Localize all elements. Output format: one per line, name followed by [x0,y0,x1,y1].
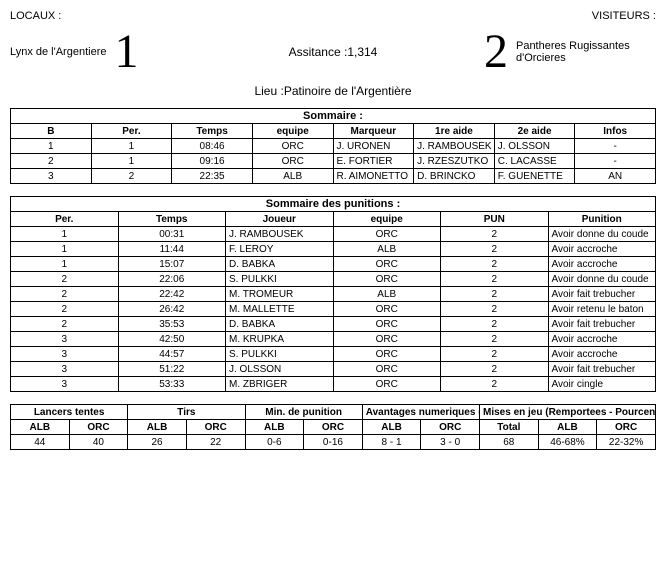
table-row: 235:53D. BABKAORC2Avoir fait trebucher [11,317,656,332]
home-team: Lynx de l'Argentiere [10,46,106,58]
summary-title: Sommaire : [11,109,656,124]
table-row: 342:50M. KRUPKAORC2Avoir accroche [11,332,656,347]
h-av: Avantages numeriques (Nombre - Buts) [362,405,479,420]
col-aide1: 1re aide [414,124,495,139]
scoreboard-header: LOCAUX : Lynx de l'Argentiere 1 Assitanc… [10,10,656,76]
venue-label: Lieu : [254,84,283,98]
v-mj-total: 68 [480,435,539,450]
center-block: Assitance :1,314 [225,27,440,59]
pcol-punition: Punition [548,212,656,227]
table-row: 2109:16ORCE. FORTIERJ. RZESZUTKOC. LACAS… [11,154,656,169]
home-label: LOCAUX : [10,10,225,22]
col-b: B [11,124,92,139]
home-block: LOCAUX : Lynx de l'Argentiere 1 [10,10,225,76]
s-orc: ORC [421,420,480,435]
col-per: Per. [91,124,172,139]
table-row: 100:31J. RAMBOUSEKORC2Avoir donne du cou… [11,227,656,242]
h-min: Min. de punition [245,405,362,420]
away-team: Pantheres Rugissantes d'Orcieres [516,40,656,64]
s-total: Total [480,420,539,435]
col-marqueur: Marqueur [333,124,414,139]
home-score: 1 [114,28,138,76]
pcol-equipe: equipe [333,212,441,227]
v-mj-alb: 46-68% [538,435,597,450]
s-alb: ALB [245,420,304,435]
v-av-orc: 3 - 0 [421,435,480,450]
summary-table: Sommaire : B Per. Temps equipe Marqueur … [10,108,656,184]
stats-table: Lancers tentes Tirs Min. de punition Ava… [10,404,656,450]
col-aide2: 2e aide [494,124,575,139]
table-row: 353:33M. ZBRIGERORC2Avoir cingle [11,377,656,392]
h-lancers: Lancers tentes [11,405,128,420]
venue-value: Patinoire de l'Argentière [284,84,412,98]
penalties-table: Sommaire des punitions : Per. Temps Joue… [10,196,656,392]
s-orc: ORC [597,420,656,435]
away-block: VISITEURS : 2 Pantheres Rugissantes d'Or… [441,10,656,76]
col-temps: Temps [172,124,253,139]
v-lancers-alb: 44 [11,435,70,450]
assistance-label: Assitance : [289,45,348,59]
s-alb: ALB [362,420,421,435]
s-alb: ALB [128,420,187,435]
table-row: 222:06S. PULKKIORC2Avoir donne du coude [11,272,656,287]
away-label: VISITEURS : [441,10,656,22]
table-row: 3222:35ALBR. AIMONETTOD. BRINCKOF. GUENE… [11,169,656,184]
v-min-orc: 0-16 [304,435,363,450]
v-lancers-orc: 40 [69,435,128,450]
table-row: 344:57S. PULKKIORC2Avoir accroche [11,347,656,362]
v-tirs-alb: 26 [128,435,187,450]
away-score: 2 [484,28,508,76]
pcol-joueur: Joueur [226,212,334,227]
pcol-temps: Temps [118,212,226,227]
s-orc: ORC [186,420,245,435]
table-row: 1108:46ORCJ. URONENJ. RAMBOUSEKJ. OLSSON… [11,139,656,154]
table-row: 351:22J. OLSSONORC2Avoir fait trebucher [11,362,656,377]
assistance: Assitance :1,314 [225,45,440,59]
v-av-alb: 8 - 1 [362,435,421,450]
h-tirs: Tirs [128,405,245,420]
s-orc: ORC [304,420,363,435]
col-infos: Infos [575,124,656,139]
table-row: 222:42M. TROMEURALB2Avoir fait trebucher [11,287,656,302]
s-alb: ALB [538,420,597,435]
table-row: 115:07D. BABKAORC2Avoir accroche [11,257,656,272]
pcol-per: Per. [11,212,119,227]
penalties-title: Sommaire des punitions : [11,197,656,212]
assistance-value: 1,314 [347,45,377,59]
s-orc: ORC [69,420,128,435]
v-tirs-orc: 22 [186,435,245,450]
venue: Lieu :Patinoire de l'Argentière [10,84,656,98]
s-alb: ALB [11,420,70,435]
h-mj: Mises en jeu (Remportees - Pourcentage) [480,405,656,420]
pcol-pun: PUN [441,212,549,227]
table-row: 226:42M. MALLETTEORC2Avoir retenu le bat… [11,302,656,317]
v-mj-orc: 22-32% [597,435,656,450]
table-row: 111:44F. LEROYALB2Avoir accroche [11,242,656,257]
col-equipe: equipe [252,124,333,139]
v-min-alb: 0-6 [245,435,304,450]
